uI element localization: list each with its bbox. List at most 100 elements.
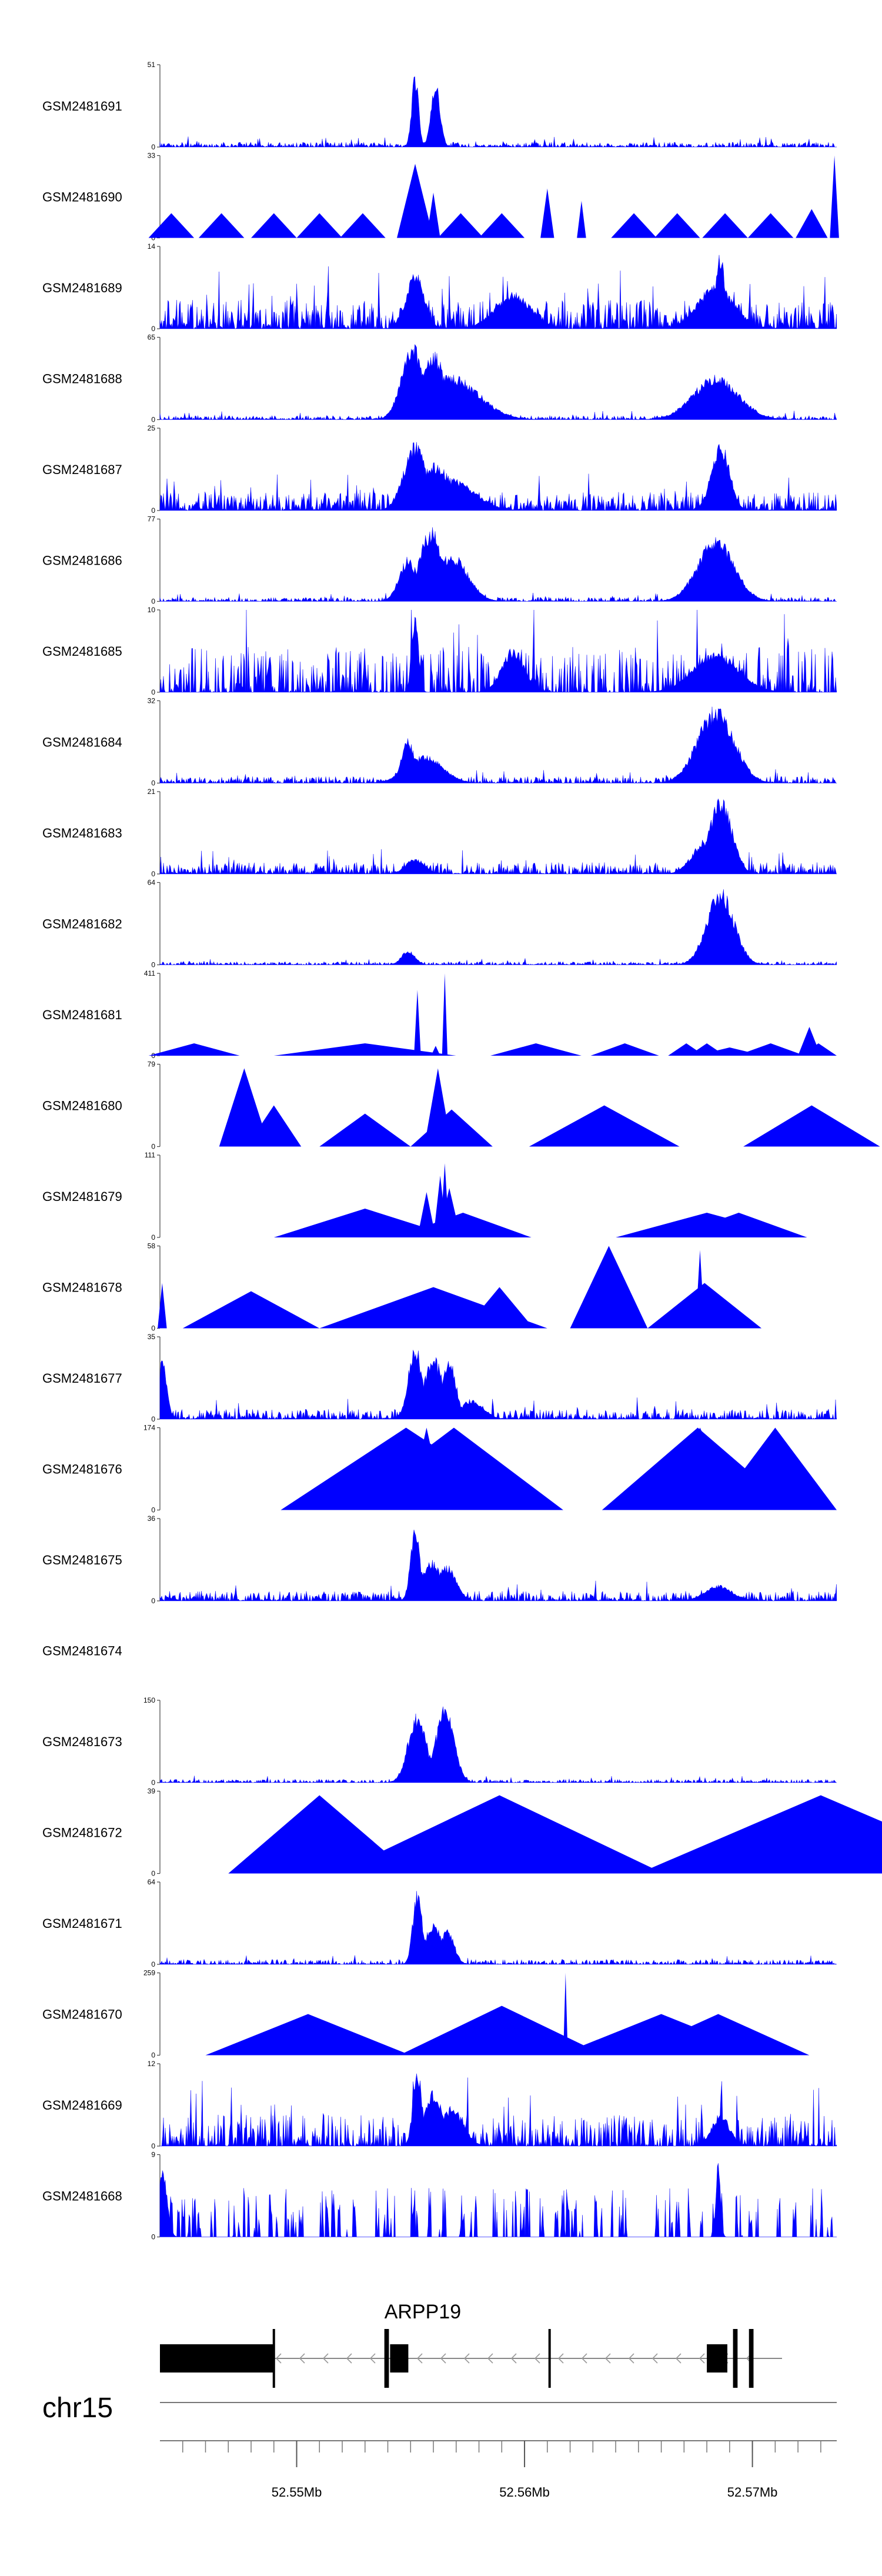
coverage-peak xyxy=(426,192,440,238)
coverage-peak xyxy=(529,1105,680,1147)
y-axis-max-label: 77 xyxy=(148,515,156,523)
strand-arrow xyxy=(299,2353,305,2364)
track-GSM2481687: GSM2481687 25 0 xyxy=(42,424,837,515)
y-axis-max-label: 12 xyxy=(148,2060,156,2068)
track-GSM2481679: GSM2481679 111 0 xyxy=(42,1151,807,1242)
y-axis-min-label: 0 xyxy=(151,325,155,333)
coverage-peak xyxy=(661,1427,739,1510)
exon-cds xyxy=(272,2329,275,2388)
coverage-peak xyxy=(410,1109,493,1147)
y-axis-max-label: 39 xyxy=(148,1787,156,1796)
track-label: GSM2481668 xyxy=(42,2189,122,2204)
track-GSM2481674: GSM2481674 xyxy=(42,1644,122,1659)
y-axis-max-label: 36 xyxy=(148,1514,156,1523)
exon-cds xyxy=(749,2329,754,2388)
coverage-tracks: GSM2481691510GSM2481690330GSM2481689140G… xyxy=(42,61,882,2241)
y-axis-max-label: 64 xyxy=(148,879,156,887)
y-axis-max-label: 259 xyxy=(143,1969,155,1977)
coverage-area xyxy=(159,1706,837,1783)
coverage-peak xyxy=(647,1283,762,1329)
coverage-peak xyxy=(198,213,245,238)
y-axis-min-label: 0 xyxy=(151,1324,155,1333)
coverage-peak xyxy=(479,213,525,238)
coverage-peak xyxy=(205,2014,411,2056)
coverage-peak xyxy=(335,1795,664,1874)
y-axis-max-label: 21 xyxy=(148,788,156,796)
coverage-area xyxy=(159,1350,837,1420)
coverage-peak xyxy=(796,209,828,238)
coverage-peak xyxy=(747,213,794,238)
y-axis-max-label: 9 xyxy=(151,2151,155,2159)
track-label: GSM2481677 xyxy=(42,1371,122,1386)
coverage-peak xyxy=(442,973,448,1056)
exon-utr xyxy=(160,2344,274,2373)
track-GSM2481681: GSM24816814110 xyxy=(42,969,837,1060)
y-axis-max-label: 33 xyxy=(148,152,156,160)
coverage-peak xyxy=(570,1246,648,1329)
chromosome-label: chr15 xyxy=(42,2393,113,2424)
y-axis-min-label: 0 xyxy=(151,961,155,969)
track-GSM2481676: GSM2481676 174 0 xyxy=(42,1424,837,1514)
strand-arrow xyxy=(416,2353,423,2364)
coverage-peak xyxy=(577,201,586,238)
coverage-peak xyxy=(611,213,657,238)
coverage-peak xyxy=(344,1427,563,1510)
coverage-area xyxy=(159,798,837,875)
exon-utr xyxy=(707,2344,727,2373)
coverage-peak xyxy=(825,1824,844,1874)
y-axis-min-label: 0 xyxy=(151,1415,155,1423)
y-axis-max-label: 64 xyxy=(148,1878,156,1886)
track-label: GSM2481691 xyxy=(42,99,122,114)
coverage-peak xyxy=(800,1043,837,1056)
track-label: GSM2481673 xyxy=(42,1734,122,1749)
coverage-peak xyxy=(246,1105,302,1147)
coverage-peak xyxy=(736,1043,805,1056)
strand-arrow xyxy=(604,2353,611,2364)
exon-cds xyxy=(733,2329,738,2388)
y-axis-min-label: 0 xyxy=(151,2142,155,2150)
strand-arrow xyxy=(440,2353,446,2364)
track-GSM2481671: GSM2481671 64 0 xyxy=(42,1878,837,1968)
strand-arrow xyxy=(346,2353,352,2364)
track-label: GSM2481674 xyxy=(42,1644,122,1659)
coverage-peak xyxy=(490,1043,582,1056)
strand-arrow xyxy=(463,2353,470,2364)
y-axis-min-label: 0 xyxy=(151,1143,155,1151)
strand-arrow xyxy=(557,2353,564,2364)
strand-arrow xyxy=(652,2353,658,2364)
y-axis-max-label: 174 xyxy=(143,1424,155,1432)
track-GSM2481668: GSM2481668 9 0 xyxy=(42,2151,837,2241)
track-label: GSM2481690 xyxy=(42,190,122,205)
track-label: GSM2481687 xyxy=(42,462,122,477)
y-axis-min-label: 0 xyxy=(151,1597,155,1605)
coverage-peak xyxy=(340,213,386,238)
coverage-peak xyxy=(743,1105,880,1147)
coverage-peak xyxy=(148,1043,240,1056)
y-axis-max-label: 79 xyxy=(148,1060,156,1069)
exon-cds xyxy=(548,2329,551,2388)
track-GSM2481685: GSM2481685 10 0 xyxy=(42,606,837,696)
axis-tick-label: 52.56Mb xyxy=(499,2485,550,2500)
strand-arrow xyxy=(510,2353,517,2364)
track-GSM2481669: GSM2481669 12 0 xyxy=(42,2060,837,2150)
y-axis-min-label: 0 xyxy=(151,1506,155,1514)
track-label: GSM2481684 xyxy=(42,735,122,750)
track-label: GSM2481669 xyxy=(42,2098,122,2113)
y-axis-max-label: 25 xyxy=(148,424,156,432)
track-label: GSM2481683 xyxy=(42,826,122,840)
coverage-peak xyxy=(431,1046,440,1056)
track-GSM2481678: GSM2481678 58 0 xyxy=(42,1242,762,1333)
track-label: GSM2481686 xyxy=(42,553,122,568)
coverage-peak xyxy=(251,213,297,238)
coverage-peak xyxy=(437,213,484,238)
coverage-area xyxy=(159,889,837,966)
y-axis-max-label: 14 xyxy=(148,242,156,251)
y-axis-min-label: 0 xyxy=(151,779,155,788)
y-axis-min-label: 0 xyxy=(151,2051,155,2060)
coverage-peak xyxy=(273,1209,456,1237)
axis-tick-label: 52.55Mb xyxy=(272,2485,322,2500)
track-label: GSM2481676 xyxy=(42,1462,122,1477)
coverage-peak xyxy=(399,2006,604,2056)
track-label: GSM2481688 xyxy=(42,372,122,386)
